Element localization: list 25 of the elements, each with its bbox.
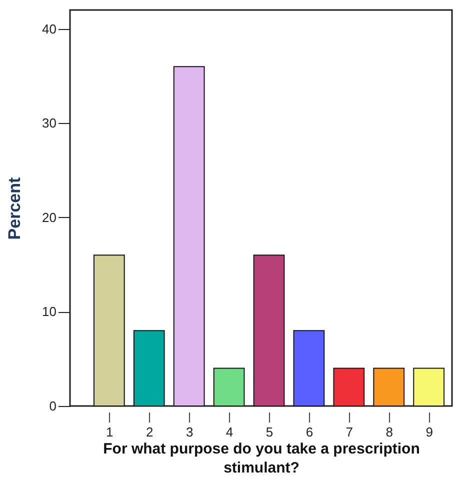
x-tick-label: 9 — [426, 424, 433, 440]
x-axis-title: For what purpose do you take a prescription stimulant? — [103, 440, 420, 476]
x-tick-label: 4 — [226, 424, 234, 440]
bar — [413, 368, 445, 406]
bar — [173, 66, 205, 406]
bar — [293, 330, 325, 406]
x-tick-label: 5 — [266, 424, 274, 440]
bar — [253, 254, 285, 406]
x-tick-label: 6 — [306, 424, 314, 440]
bar — [333, 368, 365, 406]
y-tick-label: 20 — [42, 210, 56, 225]
bar — [93, 254, 125, 406]
x-tick-label: 1 — [106, 424, 114, 440]
y-tick-label: 40 — [42, 21, 56, 36]
y-tick-label: 10 — [42, 304, 56, 320]
y-tick-label: 0 — [49, 398, 56, 414]
bar — [373, 368, 405, 406]
bar — [133, 330, 165, 406]
x-tick-label: 8 — [386, 424, 393, 440]
y-tick-label: 30 — [42, 116, 56, 131]
bar — [213, 368, 245, 406]
x-tick-label: 3 — [186, 424, 194, 440]
x-tick-label: 7 — [346, 424, 354, 440]
y-axis-title: Percent — [5, 176, 24, 240]
x-tick-label: 2 — [146, 424, 154, 440]
